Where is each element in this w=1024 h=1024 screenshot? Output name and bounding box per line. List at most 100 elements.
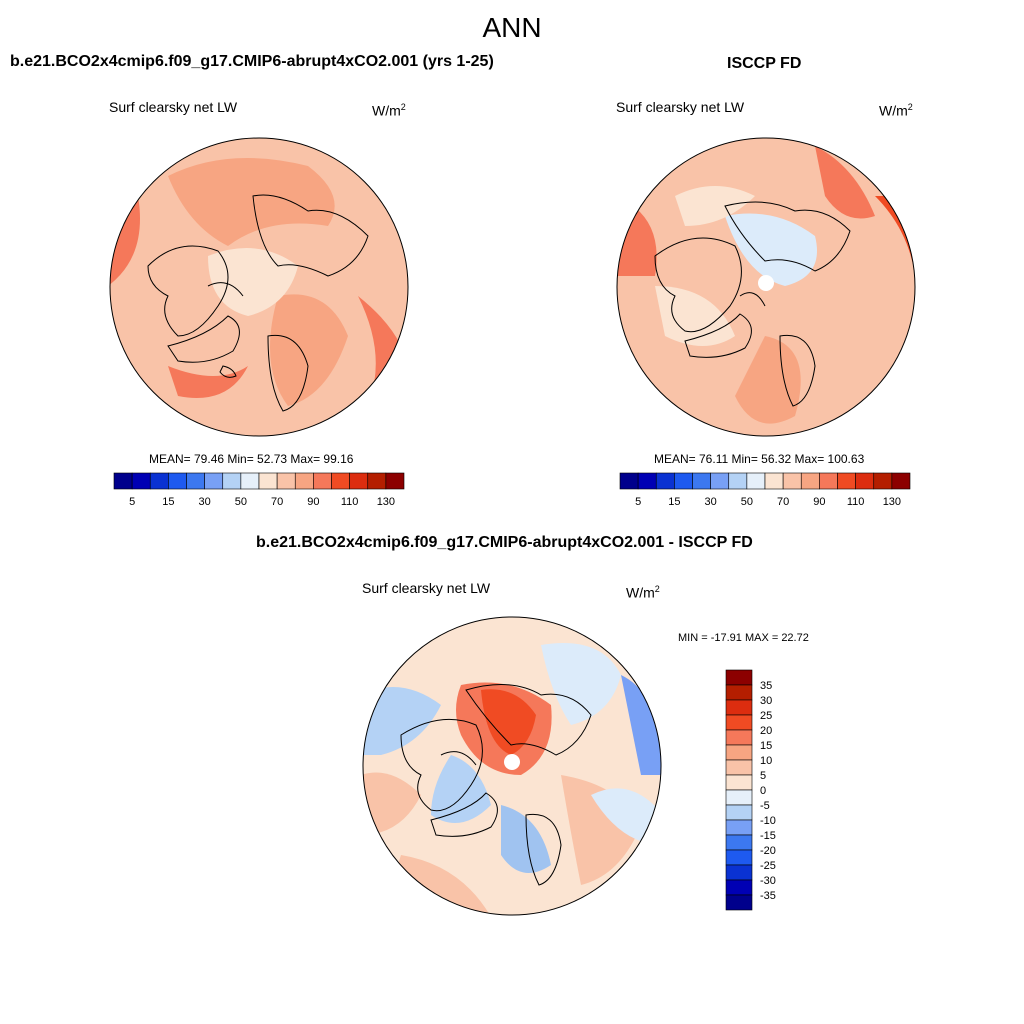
panel-3-colorbar: 35 30 25 20 15 10 5 0 -5 -10 -15 -20 -25 -30 -35	[725, 669, 776, 911]
colorbar-swatch	[725, 714, 753, 731]
colorbar-label: 30	[199, 496, 211, 508]
colorbar-swatch	[725, 834, 753, 851]
colorbar-swatch	[782, 472, 802, 490]
colorbar-label: -15	[760, 830, 776, 842]
colorbar-swatch	[655, 472, 675, 490]
panel-2-polar-map	[616, 137, 916, 437]
colorbar-label: 25	[760, 710, 772, 722]
colorbar-swatch	[725, 699, 753, 716]
colorbar-swatch	[819, 472, 838, 490]
colorbar-swatch	[619, 472, 639, 490]
colorbar-label: 30	[705, 496, 717, 508]
colorbar-label: 110	[341, 496, 359, 508]
colorbar-label: 15	[668, 496, 680, 508]
colorbar-swatch	[725, 849, 753, 866]
colorbar-swatch	[837, 472, 856, 490]
colorbar-label: 70	[777, 496, 789, 508]
panel-2-stats: MEAN= 76.11 Min= 56.32 Max= 100.63	[654, 452, 865, 466]
colorbar-label: -10	[760, 815, 776, 827]
colorbar-swatch	[873, 472, 893, 490]
colorbar-label: -25	[760, 860, 776, 872]
panel-3-colorbar-swatches	[725, 669, 753, 911]
colorbar-label: 15	[760, 740, 772, 752]
colorbar-swatch	[725, 804, 753, 821]
panel-1-variable: Surf clearsky net LW	[109, 99, 238, 115]
colorbar-swatch	[725, 684, 753, 701]
colorbar-label: -20	[760, 845, 776, 857]
panel-3-variable: Surf clearsky net LW	[362, 580, 491, 596]
colorbar-swatch	[113, 472, 133, 490]
colorbar-swatch	[385, 472, 405, 490]
panel-3-polar-map	[362, 616, 662, 916]
colorbar-swatch	[725, 879, 753, 896]
colorbar-swatch	[258, 472, 278, 490]
colorbar-label: 5	[129, 496, 135, 508]
colorbar-swatch	[725, 729, 753, 746]
colorbar-swatch	[710, 472, 730, 490]
figure-title: ANN	[482, 12, 542, 43]
colorbar-swatch	[728, 472, 748, 490]
panel-1-stats: MEAN= 79.46 Min= 52.73 Max= 99.16	[149, 452, 354, 466]
colorbar-label: 15	[162, 496, 174, 508]
colorbar-swatch	[725, 789, 753, 806]
colorbar-label: 20	[760, 725, 772, 737]
colorbar-label: 90	[307, 496, 319, 508]
panel-2-colorbar-swatches	[619, 472, 911, 490]
colorbar-swatch	[276, 472, 296, 490]
colorbar-swatch	[637, 472, 657, 490]
colorbar-swatch	[764, 472, 784, 490]
colorbar-swatch	[294, 472, 314, 490]
panel-1-title: b.e21.BCO2x4cmip6.f09_g17.CMIP6-abrupt4x…	[10, 53, 494, 70]
panel-1-polar-map	[109, 137, 409, 437]
colorbar-swatch	[725, 759, 753, 776]
panel-2-colorbar: 5 15 30 50 70 90 110 130	[619, 472, 911, 508]
colorbar-swatch	[725, 744, 753, 761]
colorbar-swatch	[222, 472, 242, 490]
colorbar-swatch	[131, 472, 151, 490]
colorbar-swatch	[855, 472, 875, 490]
colorbar-label: 130	[377, 496, 395, 508]
colorbar-label: 130	[883, 496, 901, 508]
colorbar-label: 10	[760, 755, 772, 767]
colorbar-swatch	[725, 819, 753, 836]
colorbar-swatch	[725, 864, 753, 881]
colorbar-label: 35	[760, 680, 772, 692]
colorbar-label: 5	[760, 770, 766, 782]
panel-2-variable: Surf clearsky net LW	[616, 99, 745, 115]
colorbar-swatch	[186, 472, 205, 490]
colorbar-swatch	[800, 472, 820, 490]
colorbar-swatch	[149, 472, 169, 490]
panel-3-colorbar-labels: 35 30 25 20 15 10 5 0 -5 -10 -15 -20 -25 -30 -35	[760, 680, 776, 902]
colorbar-label: -30	[760, 875, 776, 887]
colorbar-swatch	[367, 472, 387, 490]
panel-2-colorbar-labels: 5 15 30 50 70 90 110 130	[635, 496, 901, 508]
panel-2-units: W/m2	[879, 102, 913, 119]
panel-1-units: W/m2	[372, 102, 406, 119]
panel-1-colorbar: 5 15 30 50 70 90 110 130	[113, 472, 405, 508]
colorbar-swatch	[168, 472, 187, 490]
colorbar-swatch	[240, 472, 260, 490]
colorbar-label: -5	[760, 800, 770, 812]
panel-1-colorbar-swatches	[113, 472, 405, 490]
colorbar-label: 50	[741, 496, 753, 508]
colorbar-swatch	[891, 472, 911, 490]
colorbar-swatch	[692, 472, 711, 490]
colorbar-label: 110	[847, 496, 865, 508]
colorbar-swatch	[349, 472, 369, 490]
colorbar-swatch	[746, 472, 766, 490]
colorbar-swatch	[313, 472, 332, 490]
colorbar-label: 90	[813, 496, 825, 508]
panel-3-units: W/m2	[626, 584, 660, 601]
panel-3-title: b.e21.BCO2x4cmip6.f09_g17.CMIP6-abrupt4x…	[256, 534, 753, 551]
colorbar-swatch	[725, 669, 753, 686]
colorbar-swatch	[725, 774, 753, 791]
colorbar-swatch	[331, 472, 350, 490]
panel-3-stats: MIN = -17.91 MAX = 22.72	[678, 632, 809, 644]
colorbar-label: 0	[760, 785, 766, 797]
panel-2-title: ISCCP FD	[727, 55, 802, 72]
colorbar-swatch	[674, 472, 693, 490]
colorbar-label: 70	[271, 496, 283, 508]
panel-1-colorbar-labels: 5 15 30 50 70 90 110 130	[129, 496, 395, 508]
colorbar-swatch	[204, 472, 224, 490]
colorbar-label: 5	[635, 496, 641, 508]
